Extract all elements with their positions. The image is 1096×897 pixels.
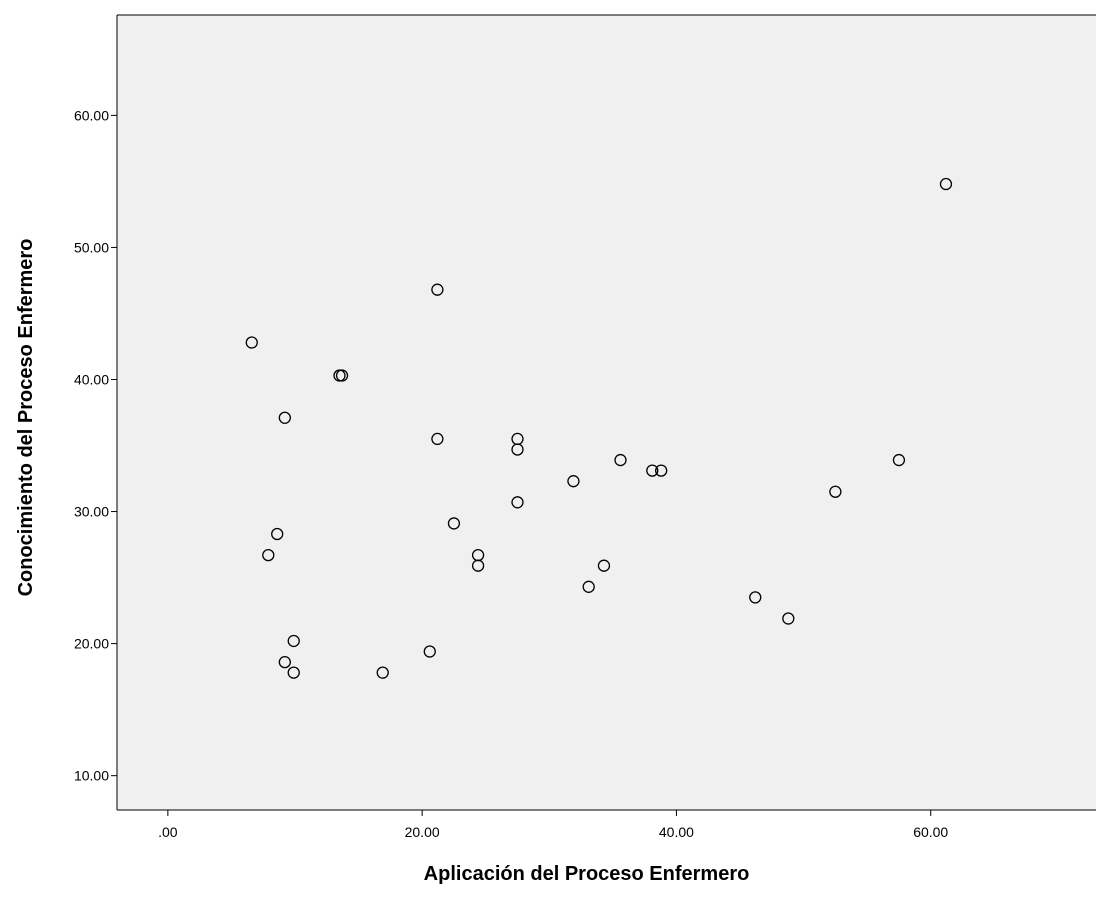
y-tick-label: 10.00 [74,768,109,784]
data-point [335,369,349,382]
x-tick-label: .00 [158,824,178,840]
data-point [471,559,485,572]
data-point [278,411,291,424]
x-axis: .00 20.00 40.00 60.00 [117,809,1096,840]
data-point [655,464,668,477]
data-point [271,527,284,541]
data-point [287,666,300,679]
plot-area [117,15,1096,810]
data-point [245,336,258,349]
data-point [431,283,444,296]
x-tick-label: 40.00 [659,824,694,840]
y-axis: 10.00 20.00 30.00 40.00 50.00 60.00 [74,14,1096,810]
data-point [597,559,611,572]
data-point [782,612,795,625]
data-point [511,496,524,509]
data-point [262,548,275,562]
data-point [892,453,906,467]
x-tick-label: 60.00 [913,824,948,840]
y-tick-label: 50.00 [74,239,109,255]
y-tick-label: 30.00 [74,504,109,520]
data-point [511,443,524,456]
x-tick-label: 20.00 [405,824,440,840]
data-point [376,666,389,679]
data-points [245,177,953,679]
data-point [567,475,580,488]
data-point [646,464,659,477]
y-tick-label: 40.00 [74,371,109,387]
x-axis-title: Aplicación del Proceso Enfermero [424,863,750,885]
data-point [447,517,461,530]
y-tick-label: 20.00 [74,636,109,652]
data-point [423,645,436,658]
data-point [749,591,762,604]
data-point [939,177,953,191]
data-point [287,634,300,648]
data-point [582,580,595,593]
data-point [278,655,291,669]
y-tick-label: 60.00 [74,107,109,123]
y-axis-title: Conocimiento del Proceso Enfermero [15,239,37,597]
data-point [431,432,444,446]
data-point [829,485,842,498]
data-point [614,453,627,467]
